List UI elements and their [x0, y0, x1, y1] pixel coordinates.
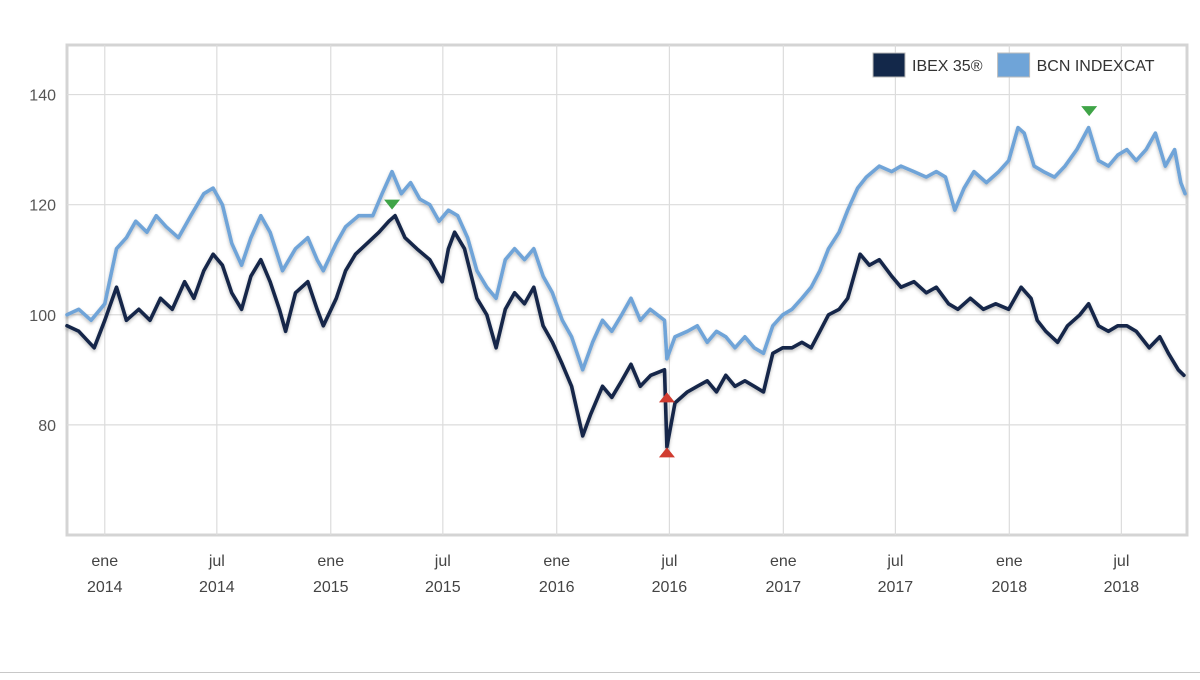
x-tick-month: ene	[543, 553, 570, 570]
x-tick-month: jul	[1112, 553, 1129, 570]
x-tick-year: 2016	[539, 579, 575, 596]
series-line-bcn-indexcat	[65, 125, 1187, 372]
x-tick-year: 2016	[652, 579, 688, 596]
legend-label: IBEX 35®	[912, 58, 983, 75]
y-axis: 80 100 120 140	[29, 88, 56, 435]
x-tick-year: 2017	[878, 579, 914, 596]
min-marker	[658, 447, 675, 458]
x-tick-month: ene	[996, 553, 1023, 570]
x-tick-month: jul	[660, 553, 677, 570]
x-tick-year: 2015	[313, 579, 349, 596]
series-line-ibex-35-	[65, 213, 1186, 449]
markers	[384, 106, 1098, 458]
max-marker	[384, 199, 401, 210]
series	[65, 125, 1187, 449]
x-tick-year: 2018	[992, 579, 1028, 596]
x-tick-year: 2014	[199, 579, 235, 596]
y-tick-label: 120	[29, 198, 56, 215]
y-tick-label: 80	[38, 418, 56, 435]
legend-swatch	[997, 52, 1031, 78]
grid	[67, 45, 1187, 535]
x-tick-month: ene	[91, 553, 118, 570]
x-tick-year: 2017	[766, 579, 802, 596]
y-tick-label: 140	[29, 88, 56, 105]
x-tick-year: 2014	[87, 579, 123, 596]
legend-label: BCN INDEXCAT	[1037, 58, 1155, 75]
x-tick-year: 2018	[1104, 579, 1140, 596]
x-tick-month: jul	[208, 553, 225, 570]
x-tick-month: ene	[770, 553, 797, 570]
min-marker	[658, 392, 675, 403]
x-tick-month: ene	[317, 553, 344, 570]
x-axis: ene 2014 jul 2014 ene 2015 jul 2015 ene 2016 jul 20…	[87, 553, 1139, 596]
legend-item[interactable]: BCN INDEXCAT	[997, 52, 1155, 78]
legend-swatch	[872, 52, 906, 78]
legend-item[interactable]: IBEX 35®	[872, 52, 983, 78]
plot-frame	[65, 43, 1189, 537]
x-tick-year: 2015	[425, 579, 461, 596]
x-tick-month: jul	[434, 553, 451, 570]
max-marker	[1081, 106, 1098, 117]
bottom-divider	[0, 672, 1200, 673]
x-tick-month: jul	[886, 553, 903, 570]
y-tick-label: 100	[29, 308, 56, 325]
legend: IBEX 35® BCN INDEXCAT	[872, 52, 1155, 78]
